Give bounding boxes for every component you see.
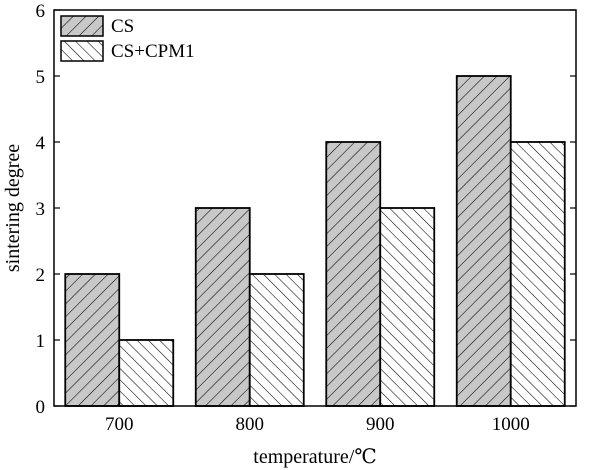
bar-cs-cpm1-900 <box>379 207 436 407</box>
x-tick-label: 800 <box>236 414 265 435</box>
x-tick-label: 900 <box>366 414 395 435</box>
bar-cs-cpm1-1000 <box>509 141 566 407</box>
x-tick-label: 1000 <box>492 414 530 435</box>
x-axis-title: temperature/℃ <box>253 446 376 468</box>
y-tick-label: 5 <box>36 67 46 88</box>
legend: CS CS+CPM1 <box>60 15 195 62</box>
y-tick-label: 0 <box>36 397 46 418</box>
legend-label: CS+CPM1 <box>111 41 195 62</box>
bars-group <box>64 75 566 407</box>
bar-cs-800 <box>194 207 251 407</box>
y-tick-label: 6 <box>36 1 46 22</box>
bar-cs-1000 <box>455 75 512 407</box>
bar-cs-cpm1-700 <box>118 339 175 407</box>
x-axis: 700 800 900 1000 <box>105 414 530 435</box>
legend-swatch <box>60 40 104 62</box>
y-tick-label: 3 <box>36 199 46 220</box>
y-axis: 0 1 2 3 4 5 6 <box>36 1 576 418</box>
x-tick-label: 700 <box>105 414 134 435</box>
bar-cs-cpm1-800 <box>248 273 305 407</box>
legend-swatch <box>60 15 104 37</box>
y-tick-label: 2 <box>36 265 46 286</box>
bar-cs-700 <box>64 273 121 407</box>
bar-cs-900 <box>325 141 382 407</box>
y-axis-title: sintering degree <box>2 144 24 272</box>
y-tick-label: 4 <box>36 133 46 154</box>
y-tick-label: 1 <box>36 331 46 352</box>
legend-label: CS <box>111 16 134 37</box>
